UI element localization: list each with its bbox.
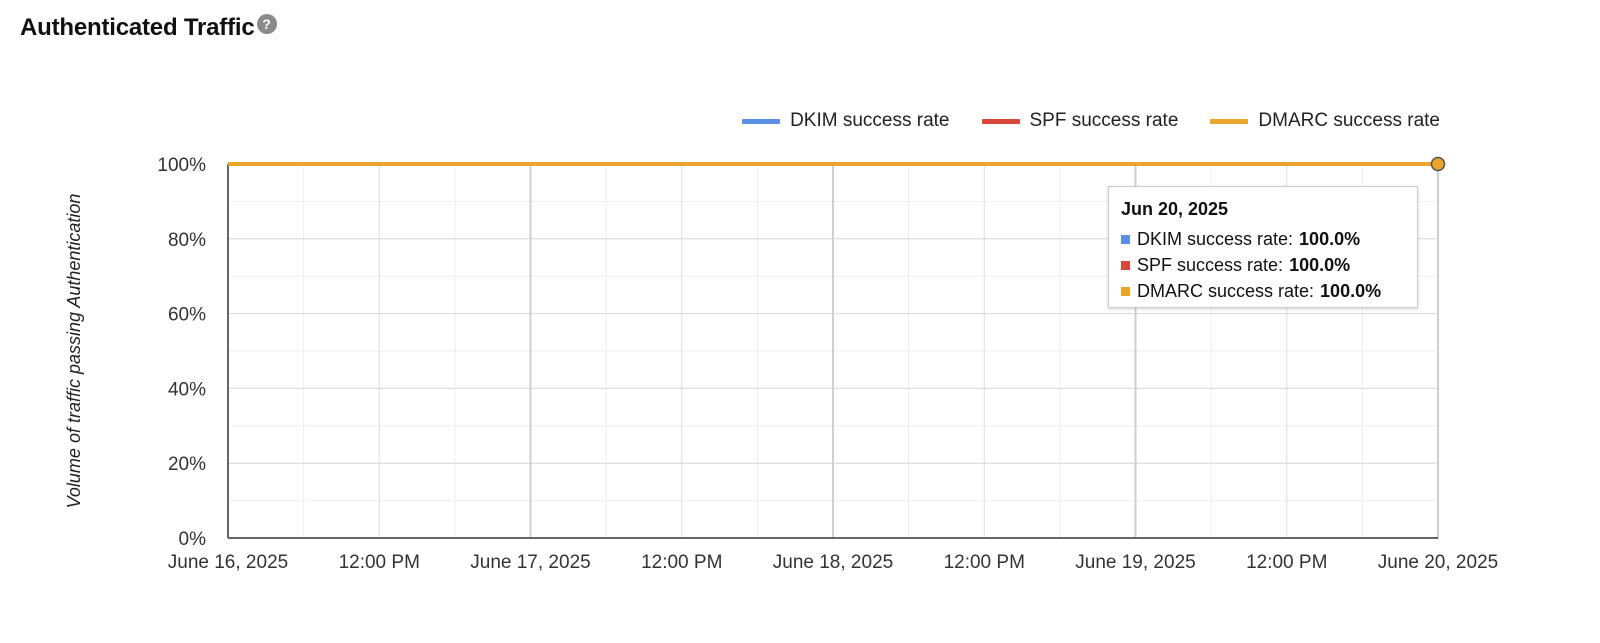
x-tick-label: June 18, 2025 xyxy=(773,552,893,573)
y-tick-label: 20% xyxy=(168,454,206,475)
x-tick-label: 12:00 PM xyxy=(641,552,722,573)
chart-legend: DKIM success rate SPF success rate DMARC… xyxy=(710,110,1440,132)
x-tick-label: June 20, 2025 xyxy=(1378,552,1498,573)
legend-swatch-spf xyxy=(981,118,1020,124)
tooltip-row-dkim: DKIM success rate: 100.0% xyxy=(1121,226,1405,252)
legend-item-dkim[interactable]: DKIM success rate xyxy=(742,110,950,132)
legend-item-spf[interactable]: SPF success rate xyxy=(981,110,1179,132)
legend-swatch-dkim xyxy=(742,118,781,124)
tooltip-row-spf: SPF success rate: 100.0% xyxy=(1121,252,1405,278)
legend-label-dkim: DKIM success rate xyxy=(790,110,950,131)
x-tick-label: 12:00 PM xyxy=(944,552,1025,573)
header: Authenticated Traffic ? xyxy=(20,14,277,42)
tooltip-value-dkim: 100.0% xyxy=(1299,229,1361,249)
tooltip-swatch-dmarc xyxy=(1121,286,1130,296)
y-tick-label: 100% xyxy=(157,155,206,176)
chart-tooltip: Jun 20, 2025 DKIM success rate: 100.0% S… xyxy=(1108,186,1418,308)
y-tick-label: 0% xyxy=(179,529,207,550)
y-axis-title: Volume of traffic passing Authentication xyxy=(64,194,84,509)
x-tick-label: June 17, 2025 xyxy=(470,552,590,573)
tooltip-label-dmarc: DMARC success rate: xyxy=(1137,281,1315,301)
tooltip-row-dmarc: DMARC success rate: 100.0% xyxy=(1121,278,1405,304)
tooltip-value-dmarc: 100.0% xyxy=(1320,281,1382,301)
tooltip-value-spf: 100.0% xyxy=(1289,255,1351,275)
tooltip-swatch-dkim xyxy=(1121,234,1130,244)
page-title: Authenticated Traffic xyxy=(20,14,255,41)
x-tick-label: June 19, 2025 xyxy=(1075,552,1195,573)
tooltip-date: Jun 20, 2025 xyxy=(1121,199,1229,219)
x-tick-label: 12:00 PM xyxy=(1246,552,1327,573)
legend-item-dmarc[interactable]: DMARC success rate xyxy=(1210,110,1440,132)
tooltip-label-dkim: DKIM success rate: xyxy=(1137,229,1294,249)
highlighted-data-point xyxy=(1430,156,1446,172)
help-icon[interactable]: ? xyxy=(256,14,277,34)
x-tick-label: 12:00 PM xyxy=(339,552,420,573)
x-tick-label: June 16, 2025 xyxy=(168,552,288,573)
legend-label-dmarc: DMARC success rate xyxy=(1258,110,1440,131)
legend-swatch-dmarc xyxy=(1210,118,1249,124)
y-tick-label: 80% xyxy=(168,230,206,251)
y-tick-label: 60% xyxy=(168,305,206,326)
legend-label-spf: SPF success rate xyxy=(1029,110,1179,131)
tooltip-label-spf: SPF success rate: xyxy=(1137,255,1284,275)
tooltip-swatch-spf xyxy=(1121,260,1130,270)
y-tick-label: 40% xyxy=(168,379,206,400)
